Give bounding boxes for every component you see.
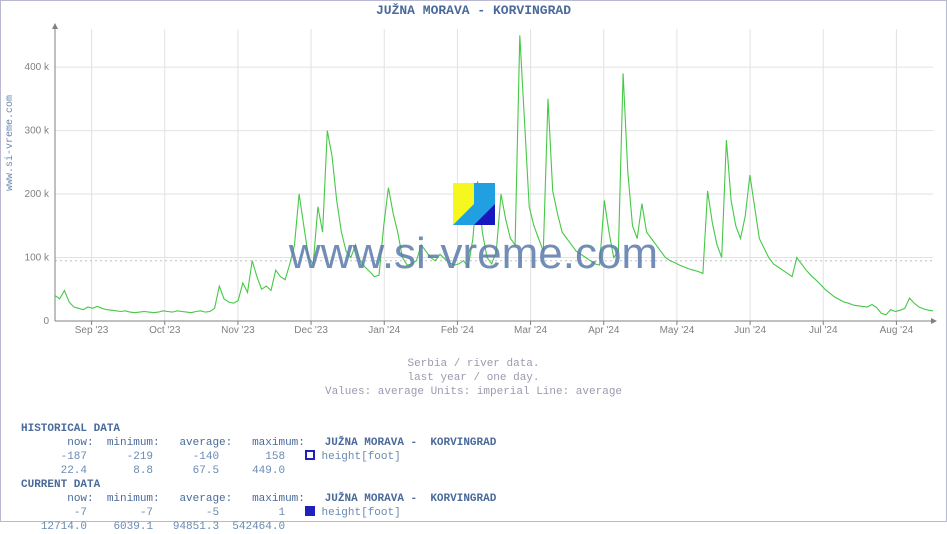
subtitle-line-3: Values: average Units: imperial Line: av…: [1, 385, 946, 399]
svg-text:May '24: May '24: [660, 325, 695, 336]
curr-r1-max: 1: [278, 507, 285, 519]
historical-header: HISTORICAL DATA: [21, 423, 120, 435]
svg-text:Nov '23: Nov '23: [221, 325, 255, 336]
hist-r1-avg: -140: [193, 451, 219, 463]
chart-title: JUŽNA MORAVA - KORVINGRAD: [1, 1, 946, 18]
current-series-name: JUŽNA MORAVA - KORVINGRAD: [325, 493, 497, 505]
historical-series-name: JUŽNA MORAVA - KORVINGRAD: [325, 437, 497, 449]
hist-r1-max: 158: [265, 451, 285, 463]
curr-r2-min: 6039.1: [113, 521, 153, 533]
svg-text:Aug '24: Aug '24: [880, 325, 914, 336]
current-header: CURRENT DATA: [21, 479, 100, 491]
svg-text:0: 0: [43, 316, 49, 327]
line-chart-svg: 0100 k200 k300 k400 kSep '23Oct '23Nov '…: [55, 23, 933, 339]
col-max: maximum:: [252, 437, 305, 449]
col-max: maximum:: [252, 493, 305, 505]
y-axis-website-label: www.si-vreme.com: [5, 95, 16, 191]
curr-r2-max: 542464.0: [232, 521, 285, 533]
col-min: minimum:: [107, 493, 160, 505]
svg-text:Oct '23: Oct '23: [149, 325, 181, 336]
chart-plot-area: 0100 k200 k300 k400 kSep '23Oct '23Nov '…: [55, 23, 933, 339]
curr-r1-avg: -5: [206, 507, 219, 519]
hist-r1-now: -187: [61, 451, 87, 463]
svg-text:Sep '23: Sep '23: [75, 325, 109, 336]
curr-r2-avg: 94851.3: [173, 521, 219, 533]
svg-text:Feb '24: Feb '24: [441, 325, 474, 336]
current-data-block: CURRENT DATA now: minimum: average: maxi…: [21, 464, 496, 534]
hist-r1-min: -219: [127, 451, 153, 463]
square-solid-icon: [305, 506, 315, 516]
curr-r1-min: -7: [140, 507, 153, 519]
svg-text:Jan '24: Jan '24: [368, 325, 400, 336]
col-avg: average:: [179, 493, 232, 505]
watermark-logo-icon: [453, 183, 495, 225]
svg-text:Jul '24: Jul '24: [809, 325, 838, 336]
subtitle-line-2: last year / one day.: [1, 371, 946, 385]
chart-subtitles: Serbia / river data. last year / one day…: [1, 357, 946, 399]
svg-text:Dec '23: Dec '23: [294, 325, 328, 336]
hist-param: height[foot]: [322, 451, 401, 463]
curr-param: height[foot]: [322, 507, 401, 519]
svg-text:400 k: 400 k: [25, 62, 50, 73]
svg-text:200 k: 200 k: [25, 189, 50, 200]
curr-r1-now: -7: [74, 507, 87, 519]
col-now: now:: [67, 437, 93, 449]
svg-text:300 k: 300 k: [25, 126, 50, 137]
svg-text:Mar '24: Mar '24: [514, 325, 547, 336]
curr-r2-now: 12714.0: [41, 521, 87, 533]
subtitle-line-1: Serbia / river data.: [1, 357, 946, 371]
square-outline-icon: [305, 450, 315, 460]
col-now: now:: [67, 493, 93, 505]
svg-text:Jun '24: Jun '24: [734, 325, 766, 336]
col-min: minimum:: [107, 437, 160, 449]
svg-text:Apr '24: Apr '24: [588, 325, 620, 336]
svg-text:100 k: 100 k: [25, 253, 50, 264]
col-avg: average:: [179, 437, 232, 449]
